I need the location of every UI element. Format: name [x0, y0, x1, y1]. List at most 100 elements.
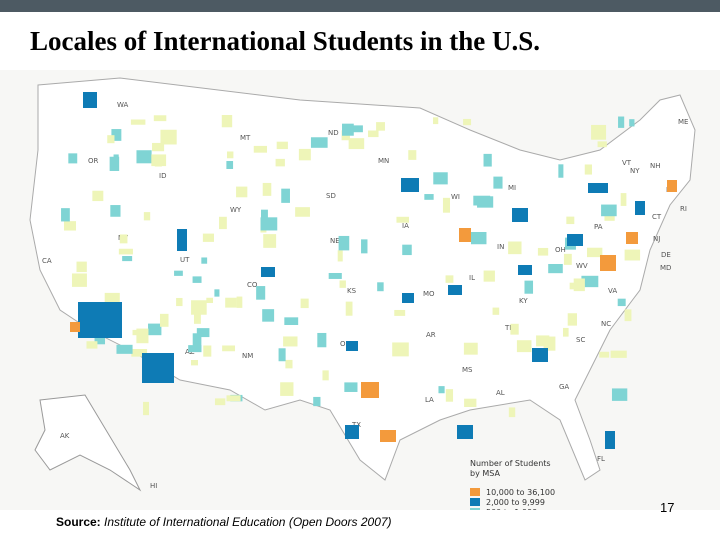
msa-area — [92, 190, 104, 202]
msa-area — [492, 307, 500, 315]
msa-area — [605, 431, 615, 449]
msa-area — [284, 317, 299, 326]
msa-area — [537, 247, 549, 256]
msa-area — [470, 231, 487, 245]
msa-area — [261, 267, 275, 277]
state-label: FL — [597, 455, 605, 463]
msa-area — [376, 122, 385, 131]
msa-area — [345, 425, 359, 439]
msa-area — [610, 350, 627, 358]
state-label: NC — [601, 320, 611, 328]
msa-area — [298, 148, 311, 161]
msa-area — [276, 141, 288, 150]
state-label: RI — [680, 205, 687, 213]
msa-area — [567, 313, 577, 326]
msa-area — [152, 142, 165, 152]
msa-area — [392, 342, 409, 357]
state-label: AK — [60, 432, 70, 440]
msa-area — [342, 123, 354, 136]
msa-area — [275, 158, 285, 167]
msa-area — [262, 309, 275, 322]
msa-area — [122, 256, 133, 262]
msa-area — [512, 208, 528, 222]
legend-label: 500 to 1,999 — [486, 508, 537, 510]
msa-area — [221, 115, 233, 128]
msa-area — [584, 164, 593, 175]
msa-area — [566, 216, 575, 225]
state-label: LA — [425, 396, 434, 404]
msa-area — [148, 323, 162, 336]
msa-area — [328, 272, 342, 279]
msa-area — [344, 382, 358, 392]
msa-area — [433, 117, 439, 125]
msa-area — [219, 216, 227, 230]
msa-area — [68, 153, 78, 164]
state-label: SD — [326, 192, 336, 200]
msa-area — [483, 153, 492, 167]
state-label: MO — [423, 290, 435, 298]
msa-area — [601, 204, 617, 217]
msa-area — [111, 129, 122, 141]
msa-area — [667, 180, 677, 192]
msa-area — [143, 401, 150, 416]
msa-area — [261, 209, 268, 224]
msa-area — [510, 323, 519, 335]
msa-area — [401, 178, 419, 192]
source: Source: Institute of International Educa… — [56, 515, 392, 529]
msa-area — [339, 280, 346, 288]
msa-area — [532, 348, 548, 362]
msa-area — [463, 118, 472, 126]
msa-area — [131, 348, 148, 357]
msa-area — [493, 176, 503, 189]
legend-subtitle: by MSA — [470, 469, 500, 478]
state-label: KY — [519, 297, 528, 305]
alaska-outline — [34, 394, 142, 492]
msa-area — [438, 386, 445, 394]
state-label: MT — [240, 134, 251, 142]
state-label: CT — [652, 213, 662, 221]
msa-area — [618, 116, 625, 128]
msa-area — [285, 359, 293, 369]
msa-area — [508, 407, 516, 418]
legend: Number of Students by MSA 10,000 to 36,1… — [470, 459, 555, 510]
msa-area — [201, 257, 208, 264]
msa-area — [78, 302, 122, 338]
msa-area — [192, 333, 202, 348]
state-label: OK — [340, 340, 351, 348]
msa-area — [611, 388, 628, 401]
msa-area — [442, 197, 451, 213]
msa-area — [361, 239, 368, 254]
state-label: WI — [451, 193, 460, 201]
msa-area — [63, 221, 77, 231]
msa-area — [281, 188, 290, 203]
msa-area — [445, 275, 454, 283]
state-label: WV — [576, 262, 588, 270]
state-label: VT — [622, 159, 632, 167]
state-label: NH — [650, 162, 661, 170]
msa-area — [569, 282, 576, 290]
msa-area — [620, 193, 627, 206]
msa-area — [253, 145, 268, 153]
msa-area — [368, 130, 379, 138]
msa-area — [543, 336, 556, 351]
msa-area — [143, 212, 151, 221]
state-label: VA — [608, 287, 617, 295]
msa-area — [516, 340, 532, 353]
msa-area — [345, 301, 353, 316]
msa-area — [118, 248, 133, 255]
state-label: DE — [661, 251, 671, 259]
msa-area — [159, 313, 169, 327]
msa-area — [214, 289, 220, 297]
msa-area — [236, 186, 248, 198]
state-label: AR — [426, 331, 436, 339]
state-label: NJ — [653, 235, 660, 243]
msa-area — [174, 270, 183, 276]
msa-area — [214, 398, 226, 406]
state-label: ME — [678, 118, 688, 126]
state-label: WY — [230, 206, 242, 214]
msa-area — [346, 341, 358, 351]
msa-area — [310, 137, 328, 148]
msa-area — [402, 244, 412, 256]
state-label: ID — [159, 172, 166, 180]
msa-area — [280, 382, 294, 396]
